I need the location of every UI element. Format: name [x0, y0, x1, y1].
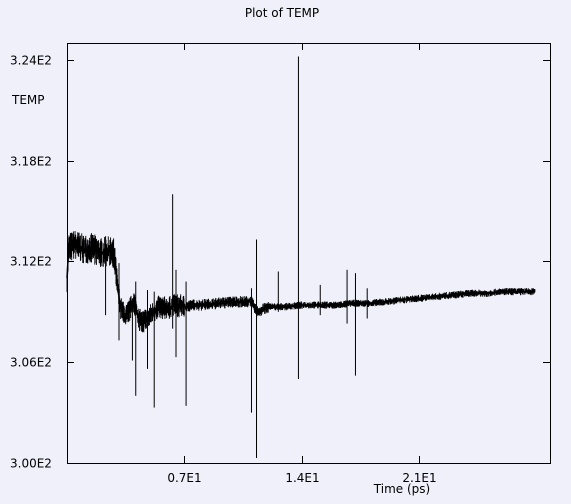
y-axis-label: TEMP — [11, 93, 45, 107]
y-tick-label: 3.12E2 — [10, 255, 52, 269]
x-tick-label: 2.1E1 — [402, 471, 436, 485]
plot-frame — [67, 43, 551, 464]
x-tick-label: 0.7E1 — [167, 471, 201, 485]
chart-title: Plot of TEMP — [245, 6, 319, 20]
temp-series-line — [66, 243, 535, 323]
y-tick-label: 3.06E2 — [10, 356, 52, 370]
temp-noise-band — [66, 231, 536, 333]
x-tick-label: 1.4E1 — [285, 471, 319, 485]
axis-ticks: 3.00E2 3.06E2 3.12E2 3.18E2 3.24E2 0.7E1 1.4E1… — [10, 43, 550, 485]
x-axis-label: Time (ps) — [373, 482, 430, 496]
y-tick-label: 3.00E2 — [10, 457, 52, 471]
y-tick-label: 3.24E2 — [10, 54, 52, 68]
series-layer — [66, 56, 536, 458]
y-tick-label: 3.18E2 — [10, 155, 52, 169]
